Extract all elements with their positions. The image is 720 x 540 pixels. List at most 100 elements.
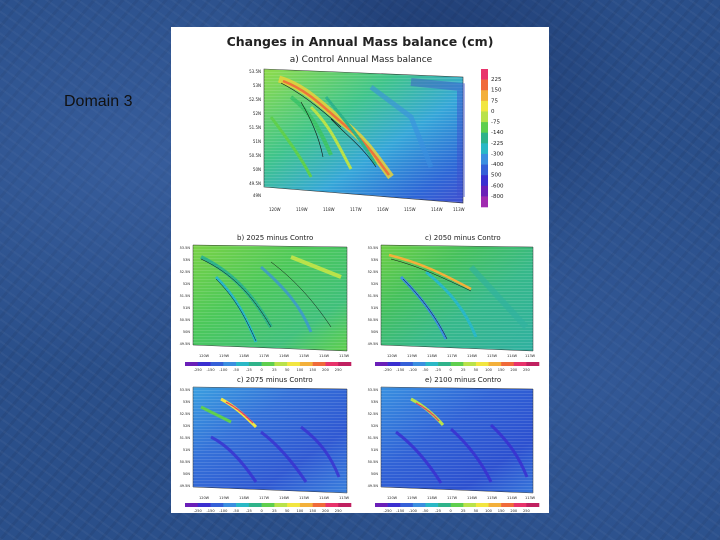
top-colorbar-swatch xyxy=(481,132,488,144)
panel-c: c) 2050 minus Contro 53.5N 53N 52.5N 52N 5… xyxy=(368,234,540,372)
panel-e-lat-ticks: 53.5N 53N 52.5N 52N 51.5N 51N 50.5N 50N 49.5… xyxy=(368,388,379,488)
colorbar-swatch xyxy=(387,503,401,507)
colorbar-swatch xyxy=(425,503,439,507)
colorbar-label: 250 xyxy=(523,509,531,513)
top-colorbar: 225 150 75 0 -75 -140 -225 -300 -400 500 -600 -800 xyxy=(481,69,504,208)
svg-text:119W: 119W xyxy=(407,496,418,500)
panel-c-map xyxy=(380,244,534,352)
svg-text:115W: 115W xyxy=(299,354,310,358)
svg-text:114W: 114W xyxy=(431,207,443,212)
svg-text:51.5N: 51.5N xyxy=(180,436,191,440)
colorbar-label: -100 xyxy=(409,368,418,372)
colorbar-swatch xyxy=(475,503,489,507)
top-colorbar-swatch xyxy=(481,196,488,208)
colorbar-swatch xyxy=(463,503,477,507)
colorbar-swatch xyxy=(375,362,388,366)
svg-text:51N: 51N xyxy=(371,306,378,310)
panel-e-map xyxy=(380,386,534,494)
colorbar-swatch xyxy=(248,362,262,366)
svg-text:120W: 120W xyxy=(387,496,398,500)
svg-text:119W: 119W xyxy=(407,354,418,358)
svg-text:113W: 113W xyxy=(525,496,536,500)
svg-text:119W: 119W xyxy=(219,354,230,358)
panel-a-lat-ticks: 53.5N 53N 52.5N 52N 51.5N 51N 50.5N 50N … xyxy=(249,69,261,198)
svg-text:114W: 114W xyxy=(507,496,518,500)
colorbar-label: -100 xyxy=(219,368,228,372)
svg-text:114W: 114W xyxy=(319,354,330,358)
svg-text:50N: 50N xyxy=(183,472,190,476)
colorbar-label: -100 xyxy=(219,509,228,513)
panel-c-label: c) 2050 minus Contro xyxy=(425,234,501,242)
top-colorbar-swatch xyxy=(481,185,488,197)
colorbar-swatch xyxy=(501,503,515,507)
svg-text:115W: 115W xyxy=(299,496,310,500)
svg-text:52.5N: 52.5N xyxy=(249,97,261,102)
svg-text:116W: 116W xyxy=(279,354,290,358)
colorbar-label: -250 xyxy=(194,368,203,372)
panel-e: e) 2100 minus Contro 53.5N 53N 52.5N 52N 5… xyxy=(368,376,540,513)
colorbar-swatch xyxy=(450,362,464,366)
colorbar-label: -25 xyxy=(246,368,252,372)
svg-text:52N: 52N xyxy=(371,424,378,428)
colorbar-swatch xyxy=(185,503,199,507)
figure-panel: Changes in Annual Mass balance (cm) a) C… xyxy=(171,27,549,513)
slide-label: Domain 3 xyxy=(64,93,133,110)
colorbar-label: 150 xyxy=(498,509,506,513)
colorbar-swatch xyxy=(299,362,313,366)
top-colorbar-label: -140 xyxy=(491,130,504,136)
colorbar-label: 25 xyxy=(272,368,277,372)
svg-text:120W: 120W xyxy=(199,354,210,358)
svg-text:51N: 51N xyxy=(183,306,190,310)
colorbar-label: 200 xyxy=(510,509,518,513)
colorbar-label: 50 xyxy=(474,509,479,513)
colorbar-swatch xyxy=(463,362,477,366)
svg-text:50.5N: 50.5N xyxy=(180,318,191,322)
top-colorbar-label: 500 xyxy=(491,173,502,179)
svg-text:50N: 50N xyxy=(253,167,261,172)
colorbar-label: 150 xyxy=(309,368,317,372)
colorbar-swatch xyxy=(438,362,451,366)
top-colorbar-swatch xyxy=(481,143,488,155)
colorbar-swatch xyxy=(236,362,250,366)
colorbar-swatch xyxy=(400,503,414,507)
svg-text:50.5N: 50.5N xyxy=(368,460,379,464)
svg-text:50N: 50N xyxy=(371,330,378,334)
colorbar-label: -250 xyxy=(384,368,393,372)
panel-d-map xyxy=(192,386,348,494)
svg-text:52.5N: 52.5N xyxy=(180,412,191,416)
top-colorbar-swatch xyxy=(481,111,488,123)
colorbar-swatch xyxy=(325,362,339,366)
colorbar-label: 150 xyxy=(309,509,317,513)
colorbar-swatch xyxy=(526,503,540,507)
top-colorbar-label: -300 xyxy=(491,151,504,157)
colorbar-label: 100 xyxy=(296,368,304,372)
svg-text:52.5N: 52.5N xyxy=(180,270,191,274)
top-colorbar-label: -225 xyxy=(491,141,504,147)
svg-text:115W: 115W xyxy=(487,496,498,500)
colorbar-label: 250 xyxy=(335,509,343,513)
top-colorbar-swatch xyxy=(481,69,488,80)
colorbar-label: 50 xyxy=(474,368,479,372)
svg-text:53N: 53N xyxy=(183,400,190,404)
colorbar-swatch xyxy=(450,503,464,507)
svg-text:113W: 113W xyxy=(339,496,350,500)
colorbar-label: -50 xyxy=(423,368,430,372)
svg-text:49N: 49N xyxy=(253,193,261,198)
svg-text:118W: 118W xyxy=(239,496,250,500)
panel-b: b) 2025 minus Contro 53.5N 53N 52.5N 52N 5… xyxy=(180,234,352,372)
colorbar-swatch xyxy=(387,362,401,366)
colorbar-label: -150 xyxy=(396,368,405,372)
colorbar-label: -50 xyxy=(233,509,240,513)
svg-text:53.5N: 53.5N xyxy=(368,246,379,250)
colorbar-label: 250 xyxy=(523,368,531,372)
colorbar-label: -50 xyxy=(423,509,430,513)
colorbar-label: 200 xyxy=(322,509,330,513)
colorbar-swatch xyxy=(513,362,527,366)
svg-text:49.5N: 49.5N xyxy=(180,484,191,488)
svg-text:116W: 116W xyxy=(279,496,290,500)
colorbar-label: 25 xyxy=(461,509,466,513)
top-colorbar-label: 225 xyxy=(491,77,502,83)
svg-text:49.5N: 49.5N xyxy=(249,181,261,186)
panel-b-colorbar: -250 -150 -100 -50 -25 0 25 50 100 150 200 250 xyxy=(185,362,352,372)
colorbar-swatch xyxy=(287,503,301,507)
